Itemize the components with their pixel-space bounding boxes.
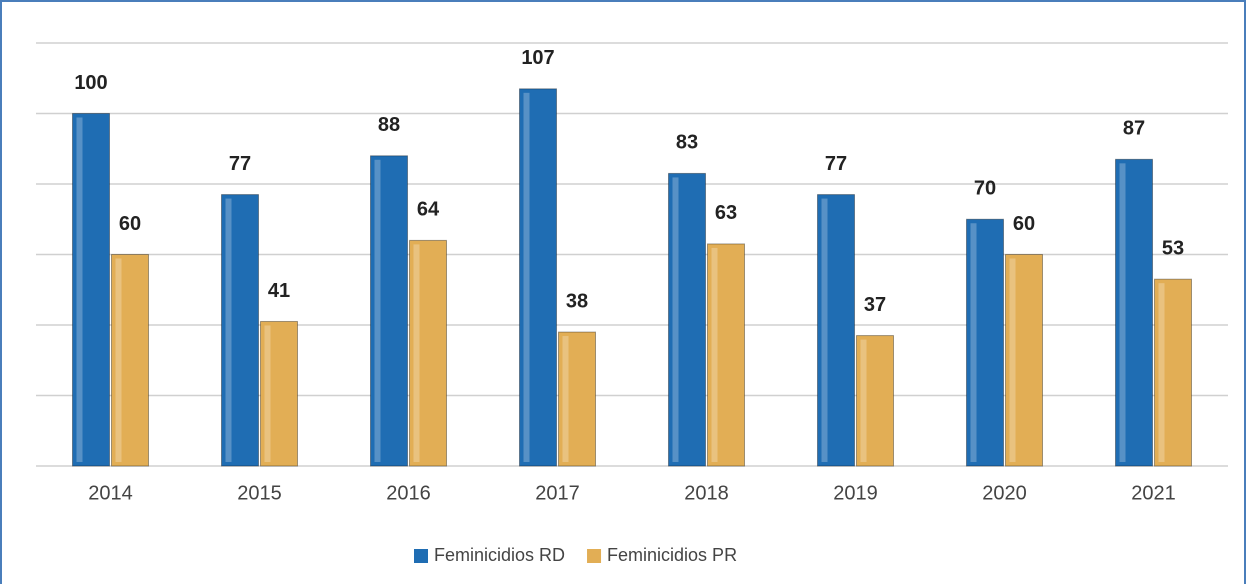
- x-tick-label: 2019: [833, 482, 878, 504]
- bar: [856, 335, 894, 467]
- bar-highlight: [523, 92, 530, 462]
- data-label: 60: [1013, 213, 1035, 235]
- bar-highlight: [374, 159, 381, 463]
- data-label: 37: [864, 294, 886, 316]
- bar: [221, 194, 259, 467]
- x-tick-label: 2020: [982, 482, 1027, 504]
- data-label: 87: [1123, 118, 1145, 140]
- data-label: 83: [676, 132, 698, 154]
- bar: [260, 320, 298, 467]
- bar: [668, 172, 706, 467]
- legend-label: Feminicidios PR: [607, 545, 737, 565]
- bar-highlight: [711, 247, 718, 462]
- bar-highlight: [860, 339, 867, 462]
- bar: [966, 218, 1004, 467]
- x-tick-label: 2017: [535, 482, 580, 504]
- bar-highlight: [562, 336, 569, 462]
- bar-highlight: [225, 198, 232, 462]
- legend-swatch: [587, 549, 602, 563]
- bar: [817, 194, 855, 467]
- data-label: 38: [566, 290, 588, 312]
- bar-highlight: [115, 258, 122, 462]
- data-label: 60: [119, 213, 141, 235]
- bar: [1005, 254, 1043, 467]
- bar: [409, 239, 447, 467]
- x-tick-label: 2021: [1131, 482, 1176, 504]
- bar-highlight: [1009, 258, 1016, 462]
- bar: [370, 155, 408, 467]
- data-label: 53: [1162, 237, 1184, 259]
- bar-highlight: [1158, 283, 1165, 462]
- bar: [558, 331, 596, 467]
- bar: [707, 243, 745, 467]
- x-tick-label: 2015: [237, 482, 282, 504]
- bar-highlight: [413, 244, 420, 462]
- data-label: 100: [74, 72, 107, 94]
- bar-highlight: [76, 117, 83, 462]
- bar: [111, 254, 149, 467]
- x-tick-label: 2014: [88, 482, 133, 504]
- bar: [1154, 278, 1192, 467]
- x-tick-label: 2018: [684, 482, 729, 504]
- data-label: 77: [229, 153, 251, 175]
- data-label: 77: [825, 153, 847, 175]
- legend-label: Feminicidios RD: [434, 545, 565, 565]
- legend-swatch: [414, 549, 428, 563]
- bar-highlight: [672, 177, 679, 463]
- x-tick-label: 2016: [386, 482, 431, 504]
- data-label: 63: [715, 202, 737, 224]
- bar-highlight: [970, 223, 977, 462]
- bar-highlight: [821, 198, 828, 462]
- bar-highlight: [264, 325, 271, 462]
- data-label: 41: [268, 280, 290, 302]
- data-label: 64: [417, 199, 440, 221]
- bar-highlight: [1119, 163, 1126, 462]
- data-label: 70: [974, 178, 996, 200]
- data-label: 107: [521, 47, 554, 69]
- bar: [72, 113, 110, 467]
- bar: [519, 88, 557, 467]
- data-label: 88: [378, 114, 400, 136]
- bar: [1115, 158, 1153, 467]
